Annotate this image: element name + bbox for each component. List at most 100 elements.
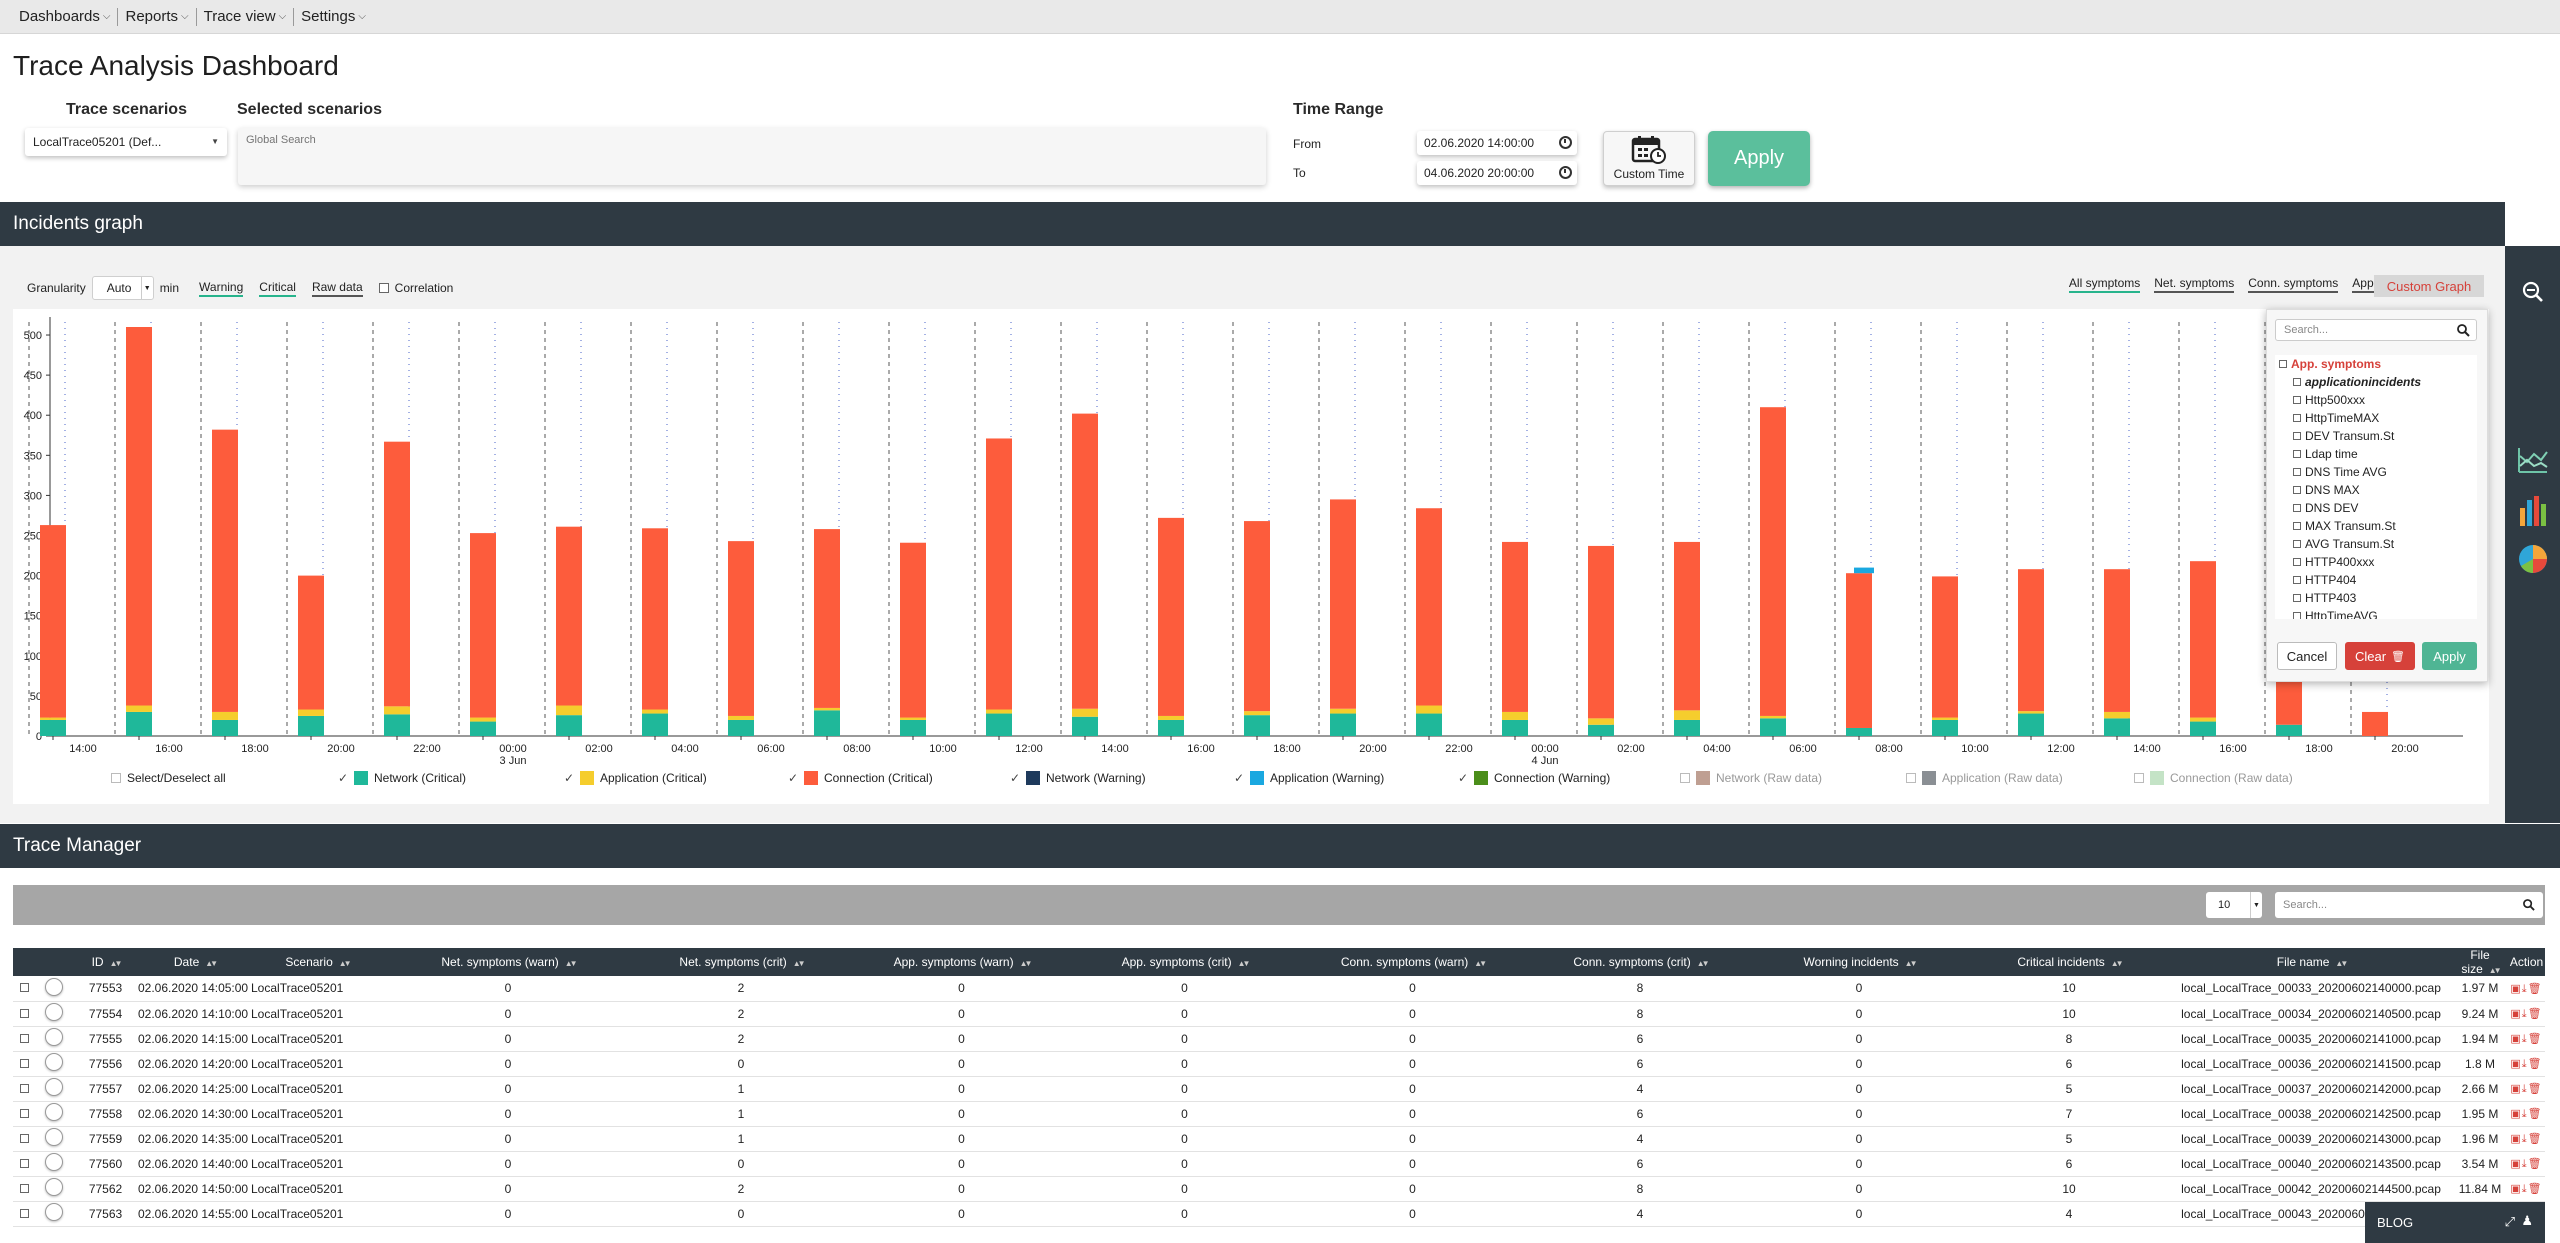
pdf-icon[interactable]: ▣ [2510,1083,2522,1095]
row-checkbox[interactable] [19,1133,29,1143]
column-header[interactable]: Conn. symptoms (crit) ▲▼ [1530,948,1750,976]
column-header[interactable]: App. symptoms (crit) ▲▼ [1074,948,1295,976]
legend-item[interactable]: Network (Raw data) [1680,771,1822,785]
legend-item[interactable]: ✓ Application (Warning) [1234,771,1384,785]
sort-icon[interactable]: ▲▼ [1019,959,1033,968]
column-header[interactable]: Date ▲▼ [138,948,251,976]
trash-icon[interactable]: 🗑 [2527,1083,2543,1095]
trace-search-input[interactable]: Search... [2275,892,2543,918]
symptom-item[interactable]: DEV Transum.St [2275,427,2477,445]
checkbox[interactable] [2293,504,2301,512]
warning-toggle[interactable]: Warning [199,280,244,297]
custom-graph-search-input[interactable]: Search... [2275,319,2477,341]
symptom-item[interactable]: MAX Transum.St [2275,517,2477,535]
row-radio[interactable] [45,1103,63,1121]
download-icon[interactable]: ⤓ [2521,1183,2528,1195]
trash-icon[interactable]: 🗑 [2527,1108,2543,1120]
checkbox-empty-icon[interactable] [2134,773,2144,783]
sort-icon[interactable]: ▲▼ [2335,959,2348,968]
column-header[interactable]: Net. symptoms (crit) ▲▼ [633,948,849,976]
symptom-item[interactable]: DNS MAX [2275,481,2477,499]
table-row[interactable]: 77557 02.06.2020 14:25:00 LocalTrace05201 0… [13,1076,2545,1102]
column-header[interactable]: Critical incidents ▲▼ [1968,948,2170,976]
legend-item[interactable]: ✓ Connection (Critical) [788,771,933,785]
sort-icon[interactable]: ▲▼ [109,959,123,968]
legend-item[interactable]: ✓ Network (Critical) [338,771,466,785]
column-header[interactable]: Worning incidents ▲▼ [1750,948,1968,976]
symptom-item[interactable]: HTTP403 [2275,589,2477,607]
legend-item[interactable]: ✓ Network (Warning) [1010,771,1146,785]
sort-icon[interactable]: ▲▼ [564,959,578,968]
checkbox[interactable] [2293,432,2301,440]
checkbox[interactable] [2279,360,2287,368]
row-checkbox[interactable] [19,1033,29,1043]
bar-chart-icon[interactable] [2518,494,2548,526]
checkmark-icon[interactable]: ✓ [338,771,349,785]
row-radio[interactable] [45,1128,63,1146]
sort-icon[interactable]: ▲▼ [2488,966,2502,975]
table-row[interactable]: 77553 02.06.2020 14:05:00 LocalTrace05201 0… [13,976,2545,1002]
download-icon[interactable]: ⤓ [2521,1108,2528,1120]
pdf-icon[interactable]: ▣ [2510,1158,2522,1170]
tab-all-symptoms[interactable]: All symptoms [2068,276,2141,293]
row-checkbox[interactable] [19,1058,29,1068]
row-radio[interactable] [45,977,63,996]
custom-graph-apply-button[interactable]: Apply [2422,642,2477,670]
critical-toggle[interactable]: Critical [259,280,296,297]
download-icon[interactable]: ⤓ [2521,1083,2528,1095]
checkbox[interactable] [2293,540,2301,548]
symptom-item[interactable]: Http500xxx [2275,391,2477,409]
checkbox[interactable] [2293,414,2301,422]
sort-icon[interactable]: ▲▼ [2110,959,2124,968]
sort-icon[interactable]: ▲▼ [1904,959,1918,968]
global-search-input[interactable] [246,134,646,146]
column-header[interactable]: Scenario ▲▼ [251,948,383,976]
tab-net-symptoms[interactable]: Net. symptoms [2154,276,2235,293]
trash-icon[interactable]: 🗑 [2527,982,2543,995]
column-header[interactable]: Action [2508,948,2545,976]
sort-icon[interactable]: ▲▼ [1474,959,1487,968]
column-header[interactable]: Conn. symptoms (warn) ▲▼ [1295,948,1530,976]
row-checkbox[interactable] [19,1108,29,1118]
table-row[interactable]: 77563 02.06.2020 14:55:00 LocalTrace05201 0… [13,1201,2545,1227]
row-radio[interactable] [45,1003,63,1021]
pdf-icon[interactable]: ▣ [2510,982,2522,995]
checkmark-icon[interactable]: ✓ [788,771,799,785]
pdf-icon[interactable]: ▣ [2510,1108,2522,1120]
row-radio[interactable] [45,1028,63,1046]
apply-button[interactable]: Apply [1708,131,1810,186]
row-radio[interactable] [45,1053,63,1071]
raw-data-toggle[interactable]: Raw data [311,280,363,297]
pdf-icon[interactable]: ▣ [2510,1183,2522,1195]
pie-chart-icon[interactable] [2517,543,2549,575]
table-row[interactable]: 77560 02.06.2020 14:40:00 LocalTrace05201 0… [13,1151,2545,1177]
menu-settings[interactable]: Settings ⌵ [294,8,373,26]
symptom-item[interactable]: Ldap time [2275,445,2477,463]
row-checkbox[interactable] [19,1208,29,1218]
zoom-out-icon[interactable] [2522,281,2544,303]
trash-icon[interactable]: 🗑 [2527,1008,2543,1020]
column-header[interactable]: ID ▲▼ [73,948,138,976]
line-chart-icon[interactable] [2517,446,2549,474]
checkbox-empty-icon[interactable] [111,773,121,783]
selected-scenarios-box[interactable] [238,128,1266,185]
download-icon[interactable]: ⤓ [2521,1033,2528,1045]
row-radio[interactable] [45,1078,63,1096]
custom-graph-button[interactable]: Custom Graph [2374,275,2484,297]
column-header[interactable]: App. symptoms (warn) ▲▼ [849,948,1074,976]
trash-icon[interactable]: 🗑 [2527,1183,2543,1195]
rows-per-page-select[interactable]: 10 ▼ [2206,892,2262,918]
row-radio[interactable] [45,1153,63,1171]
search-icon[interactable] [2523,899,2535,911]
download-icon[interactable]: ⤓ [2521,1058,2528,1070]
trash-icon[interactable]: 🗑 [2527,1058,2543,1070]
pdf-icon[interactable]: ▣ [2510,1033,2522,1045]
expand-icon[interactable]: ⤢ [2504,1214,2515,1229]
symptom-item[interactable]: DNS DEV [2275,499,2477,517]
sort-icon[interactable]: ▲▼ [1237,959,1251,968]
pdf-icon[interactable]: ▣ [2510,1133,2522,1145]
legend-item[interactable]: Application (Raw data) [1906,771,2063,785]
legend-item[interactable]: ✓ Connection (Warning) [1458,771,1610,785]
clock-icon[interactable] [1559,166,1572,179]
pdf-icon[interactable]: ▣ [2510,1058,2522,1070]
